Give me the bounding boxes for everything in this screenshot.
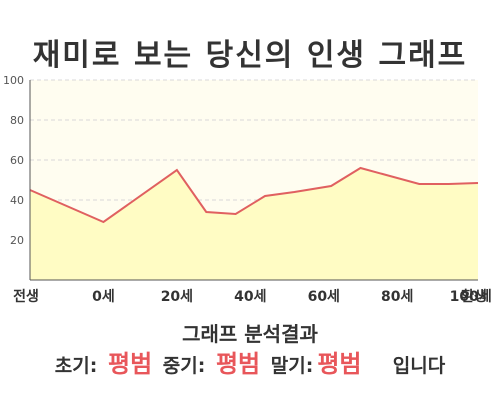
y-tick-label: 20 bbox=[10, 234, 24, 247]
x-tick-label: 60세 bbox=[308, 289, 340, 305]
late-label: 말기: bbox=[270, 355, 314, 377]
x-tick-label: 20세 bbox=[161, 289, 193, 305]
x-tick-label: 100세 bbox=[450, 289, 492, 305]
result-suffix: 입니다 bbox=[392, 355, 446, 377]
x-tick-label: 0세 bbox=[92, 289, 115, 305]
x-tick-label: 80세 bbox=[381, 289, 413, 305]
x-tick-label: 40세 bbox=[234, 289, 266, 305]
y-tick-label: 100 bbox=[3, 74, 24, 87]
series-line bbox=[29, 166, 479, 224]
page-title: 재미로 보는 당신의 인생 그래프 bbox=[32, 38, 468, 73]
analysis-result: 초기: 평범 중기: 평범 말기: 평범 입니다 bbox=[0, 344, 500, 379]
y-tick-labels: 20 40 60 80 100 bbox=[3, 74, 24, 247]
x-tick-label: 환생 bbox=[461, 288, 487, 305]
y-tick-label: 40 bbox=[10, 194, 24, 207]
x-tick-label: 전생 bbox=[13, 288, 39, 305]
late-verdict: 평범 bbox=[317, 350, 362, 378]
y-tick-label: 80 bbox=[10, 114, 24, 127]
analysis-heading: 그래프 분석결과 bbox=[182, 322, 318, 346]
middle-label: 중기: bbox=[162, 355, 206, 377]
y-tick-label: 60 bbox=[10, 154, 24, 167]
early-verdict: 평범 bbox=[107, 350, 153, 378]
series-area bbox=[30, 168, 478, 280]
middle-verdict: 평범 bbox=[215, 350, 261, 378]
early-label: 초기: bbox=[54, 355, 98, 377]
